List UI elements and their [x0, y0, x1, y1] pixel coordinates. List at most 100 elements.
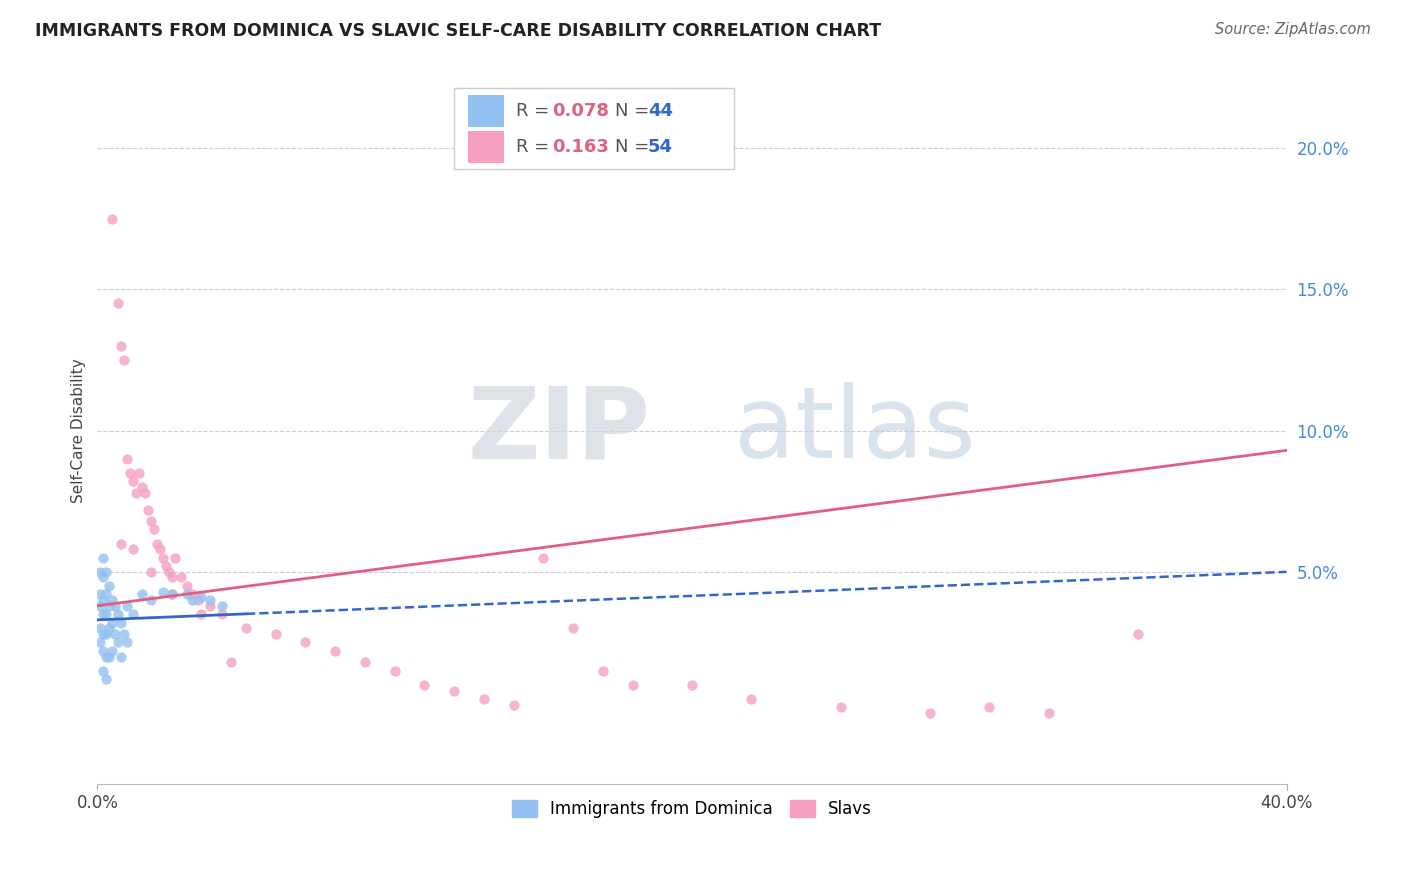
Point: [115, 635, 138, 649]
Point: [91, 550, 114, 565]
Point: [200, 599, 222, 613]
Point: [169, 570, 191, 584]
Point: [112, 353, 135, 368]
Point: [91, 570, 114, 584]
FancyBboxPatch shape: [454, 88, 734, 169]
Point: [181, 587, 204, 601]
Point: [211, 607, 233, 622]
Point: [120, 466, 142, 480]
Point: [101, 593, 124, 607]
Point: [740, 692, 762, 706]
Text: R =: R =: [516, 102, 555, 120]
Point: [91, 607, 114, 622]
Point: [152, 584, 174, 599]
Point: [443, 683, 465, 698]
Text: 0.078: 0.078: [551, 102, 609, 120]
Point: [101, 644, 124, 658]
Point: [91, 644, 114, 658]
Point: [176, 579, 198, 593]
Point: [110, 339, 132, 353]
Point: [502, 698, 524, 712]
Point: [235, 621, 257, 635]
Point: [98, 579, 121, 593]
Y-axis label: Self-Care Disability: Self-Care Disability: [72, 359, 86, 503]
Text: IMMIGRANTS FROM DOMINICA VS SLAVIC SELF-CARE DISABILITY CORRELATION CHART: IMMIGRANTS FROM DOMINICA VS SLAVIC SELF-…: [35, 22, 882, 40]
Point: [89, 599, 111, 613]
Point: [354, 655, 377, 669]
Point: [200, 593, 222, 607]
Point: [157, 565, 180, 579]
Legend: Immigrants from Dominica, Slavs: Immigrants from Dominica, Slavs: [505, 793, 879, 825]
Point: [294, 635, 316, 649]
Point: [122, 542, 145, 557]
Point: [122, 475, 145, 489]
Point: [384, 664, 406, 678]
Point: [190, 591, 212, 605]
Point: [104, 599, 127, 613]
Point: [152, 550, 174, 565]
Point: [181, 593, 204, 607]
Text: 44: 44: [648, 102, 673, 120]
Point: [681, 678, 703, 692]
Point: [562, 621, 585, 635]
Point: [621, 678, 644, 692]
Point: [139, 565, 162, 579]
Point: [413, 678, 436, 692]
Point: [112, 627, 135, 641]
Point: [131, 587, 153, 601]
Point: [136, 502, 159, 516]
Point: [139, 514, 162, 528]
Point: [531, 550, 554, 565]
Point: [89, 587, 111, 601]
Point: [98, 621, 121, 635]
Point: [131, 480, 153, 494]
Point: [91, 664, 114, 678]
Point: [96, 607, 118, 622]
Point: [96, 627, 118, 641]
Point: [211, 599, 233, 613]
Text: 54: 54: [648, 138, 673, 156]
FancyBboxPatch shape: [468, 95, 505, 127]
Point: [101, 615, 124, 630]
Point: [160, 587, 183, 601]
Text: atlas: atlas: [734, 382, 976, 479]
Text: 0.163: 0.163: [551, 138, 609, 156]
Point: [1038, 706, 1060, 720]
Text: N =: N =: [614, 138, 655, 156]
Point: [89, 565, 111, 579]
Text: N =: N =: [614, 102, 655, 120]
Point: [110, 536, 132, 550]
Point: [979, 700, 1001, 714]
Point: [146, 536, 169, 550]
Point: [139, 593, 162, 607]
Point: [176, 587, 198, 601]
Point: [219, 655, 242, 669]
Text: ZIP: ZIP: [467, 382, 651, 479]
Text: Source: ZipAtlas.com: Source: ZipAtlas.com: [1215, 22, 1371, 37]
Point: [107, 607, 129, 622]
Point: [125, 485, 148, 500]
Point: [98, 599, 121, 613]
Point: [122, 607, 145, 622]
Point: [149, 542, 172, 557]
Point: [96, 649, 118, 664]
Point: [96, 587, 118, 601]
Point: [918, 706, 941, 720]
Point: [91, 627, 114, 641]
Point: [89, 621, 111, 635]
Point: [323, 644, 346, 658]
Point: [110, 649, 132, 664]
Point: [142, 523, 165, 537]
Point: [190, 607, 212, 622]
Point: [89, 635, 111, 649]
Point: [96, 565, 118, 579]
Point: [115, 451, 138, 466]
Point: [830, 700, 852, 714]
Point: [101, 211, 124, 226]
Point: [104, 627, 127, 641]
Point: [128, 466, 150, 480]
Point: [134, 485, 156, 500]
Point: [91, 593, 114, 607]
Point: [115, 599, 138, 613]
Point: [160, 570, 183, 584]
